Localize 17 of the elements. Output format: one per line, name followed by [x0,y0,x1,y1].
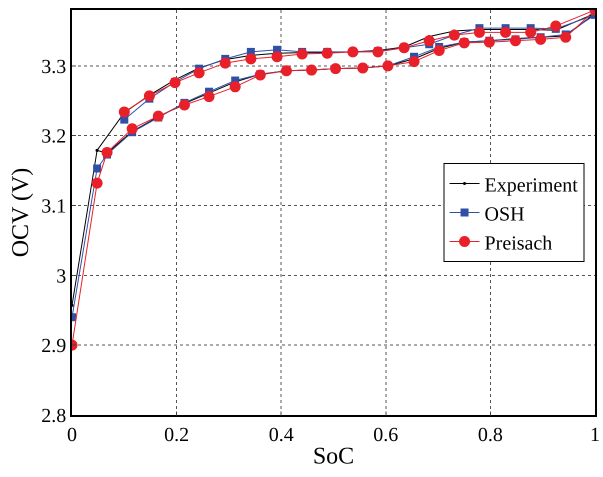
legend-label: Preisach [484,232,552,254]
x-tick-label: 0.4 [268,424,294,446]
x-axis-title: SoC [312,444,354,470]
x-tick-label: 0 [67,424,77,446]
x-tick-label: 0.8 [478,424,503,446]
y-tick-label: 2.9 [41,335,66,358]
legend-label: Experiment [484,174,578,196]
x-tick-label: 0.6 [373,424,398,446]
y-tick-label: 3.1 [41,196,66,218]
x-tick-label: 1 [590,424,600,446]
y-tick-label: 3.2 [41,126,66,148]
legend-label: OSH [484,203,525,226]
y-tick-label: 3.3 [41,56,66,78]
x-tick-label: 0.2 [164,424,190,446]
y-axis-title: OCV (V) [8,168,34,258]
y-tick-label: 2.8 [41,405,66,427]
y-tick-label: 3 [56,265,66,288]
